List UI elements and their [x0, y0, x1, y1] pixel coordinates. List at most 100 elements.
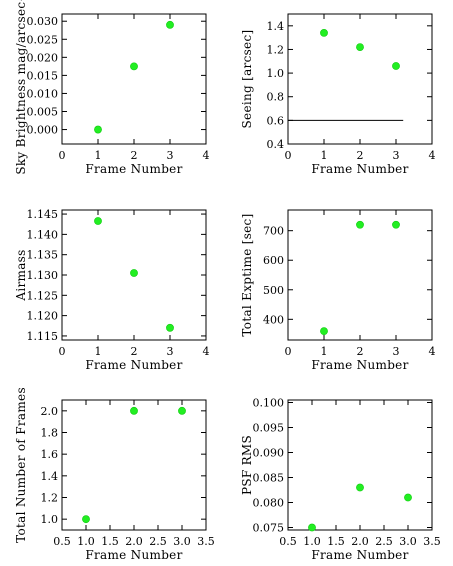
x-tick-label: 2.0 — [125, 535, 143, 548]
y-tick-label: 1.8 — [41, 427, 59, 440]
plot-frame — [287, 399, 433, 531]
y-tick-label: 0.095 — [253, 422, 285, 435]
chart-6: 0.5 1.0 1.5 2.0 2.5 3.0 3.5 0.075 0.080 0.085 0.09… — [240, 397, 441, 563]
plot-frame — [287, 13, 433, 145]
data-point — [94, 125, 102, 134]
y-tick-label: 400 — [263, 313, 284, 326]
data-point — [320, 327, 328, 336]
y-tick-label: 1.135 — [27, 249, 59, 262]
data-point — [392, 62, 400, 70]
x-tick-label: 4 — [429, 345, 436, 358]
data-point — [320, 29, 328, 37]
y-axis-title: Total Exptime [sec] — [240, 213, 254, 336]
data-point — [356, 483, 364, 492]
x-tick-label: 0 — [285, 345, 292, 358]
y-tick-label: 0.015 — [27, 69, 59, 82]
y-tick-label: 1.4 — [267, 20, 285, 33]
x-tick-label: 1 — [95, 345, 102, 358]
y-tick-label: 0.085 — [253, 472, 285, 485]
x-tick-label: 2.5 — [149, 535, 167, 548]
data-point — [130, 406, 138, 415]
x-tick-label: 4 — [429, 149, 436, 162]
data-point — [178, 406, 186, 415]
x-tick-label: 1.0 — [303, 535, 321, 548]
x-tick-label: 1.5 — [101, 535, 119, 548]
data-point — [82, 515, 90, 524]
y-tick-label: 0.005 — [27, 106, 59, 119]
data-point — [130, 62, 138, 71]
data-point — [356, 43, 364, 51]
x-tick-label: 0 — [285, 149, 292, 162]
data-point — [392, 220, 400, 229]
x-tick-label: 0.5 — [279, 535, 297, 548]
x-tick-label: 1 — [321, 345, 328, 358]
y-tick-label: 1.2 — [41, 492, 59, 505]
y-tick-label: 700 — [263, 225, 284, 238]
x-tick-label: 4 — [203, 345, 210, 358]
y-tick-label: 0.080 — [253, 497, 285, 510]
y-axis-title: Total Number of Frames — [14, 387, 28, 543]
y-tick-label: 1.130 — [27, 269, 59, 282]
x-tick-label: 3.5 — [423, 535, 441, 548]
y-axis-title: Seeing [arcsec] — [240, 30, 254, 129]
x-tick-label: 3.0 — [399, 535, 417, 548]
y-tick-label: 2.0 — [41, 405, 59, 418]
data-point — [308, 523, 316, 532]
y-axis-title: Sky Brightness mag/arcsec~2 — [14, 0, 28, 175]
chart-3: 0 1 2 3 4 1.115 1.120 1.125 1.130 1.135 1.140 1.145… — [14, 208, 210, 372]
y-tick-label: 500 — [263, 284, 284, 297]
y-tick-label: 1.125 — [27, 289, 59, 302]
x-tick-label: 2 — [357, 149, 364, 162]
x-tick-label: 2.0 — [351, 535, 369, 548]
plot-frame — [287, 209, 433, 341]
chart-5: 0.5 1.0 1.5 2.0 2.5 3.0 3.51.01.21.41.61.82.0F… — [14, 387, 215, 562]
x-tick-label: 2 — [131, 345, 138, 358]
x-axis-title: Frame Number — [311, 162, 408, 176]
x-tick-label: 3.0 — [173, 535, 191, 548]
y-tick-label: 1.2 — [267, 43, 285, 56]
data-point — [356, 220, 364, 229]
x-axis-title: Frame Number — [311, 548, 408, 562]
plot-frame — [61, 399, 207, 531]
y-tick-label: 1.4 — [41, 470, 59, 483]
y-tick-label: 1.0 — [41, 513, 59, 526]
x-axis-title: Frame Number — [85, 358, 182, 372]
y-tick-label: 1.120 — [27, 310, 59, 323]
y-tick-label: 0.000 — [27, 124, 59, 137]
x-tick-label: 0 — [59, 149, 66, 162]
data-point — [130, 269, 138, 277]
y-tick-label: 0.8 — [267, 91, 285, 104]
chart-2: 0 1 2 3 4 0.4 0.6 0.8 1.0 1.2 1.4 Frame Number Seein… — [240, 13, 436, 176]
x-tick-label: 1 — [321, 149, 328, 162]
plot-frame — [61, 13, 207, 145]
y-tick-label: 0.020 — [27, 51, 59, 64]
x-axis-title: Frame Number — [85, 548, 182, 562]
x-tick-label: 2.5 — [375, 535, 393, 548]
x-tick-label: 0 — [59, 345, 66, 358]
x-tick-label: 1 — [95, 149, 102, 162]
y-tick-label: 1.140 — [27, 228, 59, 241]
x-tick-label: 1.5 — [327, 535, 345, 548]
x-tick-label: 2 — [131, 149, 138, 162]
x-tick-label: 2 — [357, 345, 364, 358]
y-tick-label: 0.090 — [253, 447, 285, 460]
x-tick-label: 3 — [167, 149, 174, 162]
data-point — [404, 493, 412, 502]
y-tick-label: 600 — [263, 254, 284, 267]
x-tick-label: 0.5 — [53, 535, 71, 548]
y-tick-label: 0.6 — [267, 114, 285, 127]
data-point — [166, 323, 174, 332]
x-tick-label: 4 — [203, 149, 210, 162]
y-tick-label: 0.100 — [253, 397, 285, 410]
chart-1: 0 1 2 3 4 0.000 0.005 0.010 0.015 0.020 0.025 0.030… — [14, 0, 210, 176]
y-axis-title: PSF RMS — [240, 435, 254, 495]
x-tick-label: 3 — [167, 345, 174, 358]
chart-4: 0 1 2 3 4 400 500 600 700 Frame Number Total Expti… — [240, 209, 436, 372]
y-tick-label: 1.0 — [267, 67, 285, 80]
data-point — [166, 20, 174, 29]
x-tick-label: 3 — [393, 345, 400, 358]
y-tick-label: 0.030 — [27, 15, 59, 28]
x-axis-title: Frame Number — [311, 358, 408, 372]
y-axis-title: Airmass — [14, 249, 28, 301]
